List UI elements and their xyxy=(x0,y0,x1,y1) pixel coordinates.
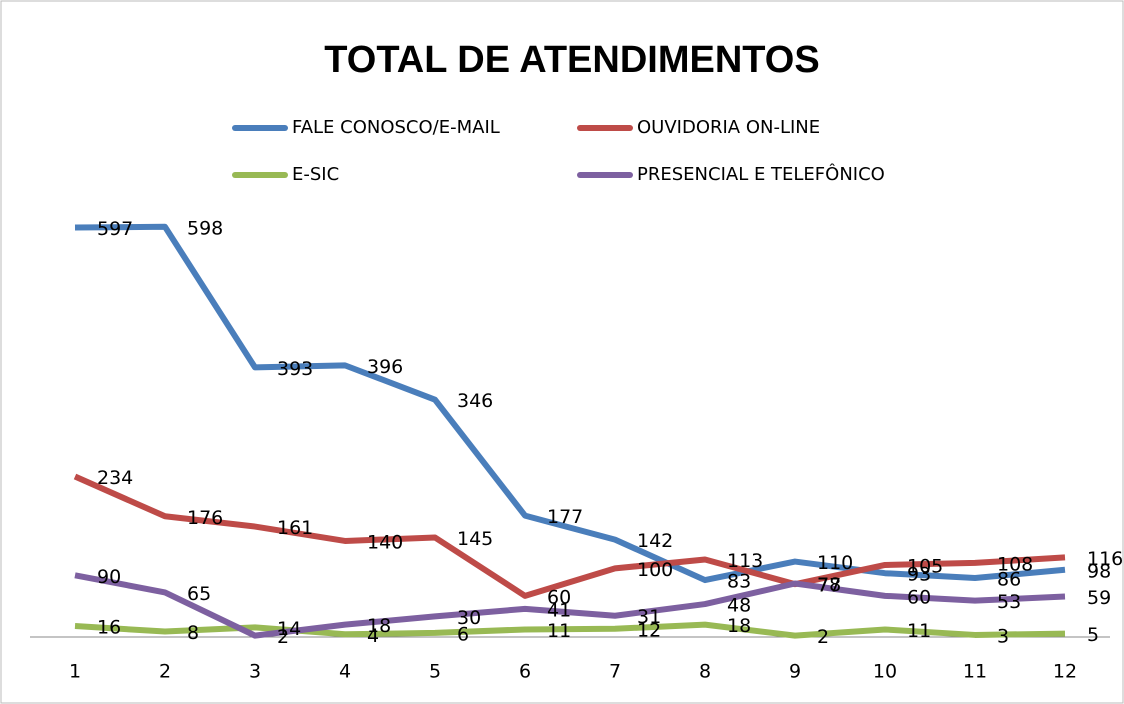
x-tick-label: 4 xyxy=(339,661,351,683)
data-label: 396 xyxy=(367,356,403,378)
data-label: 113 xyxy=(727,550,763,572)
data-label: 6 xyxy=(457,623,469,645)
data-label: 90 xyxy=(97,566,121,588)
x-tick-label: 5 xyxy=(429,661,441,683)
x-tick-label: 12 xyxy=(1053,661,1077,683)
data-label: 53 xyxy=(997,591,1021,613)
legend-label: PRESENCIAL E TELEFÔNICO xyxy=(637,163,885,185)
data-label: 31 xyxy=(637,606,661,628)
data-label: 60 xyxy=(907,586,931,608)
x-tick-label: 7 xyxy=(609,661,621,683)
data-label: 77 xyxy=(817,575,841,597)
data-label: 59 xyxy=(1087,587,1111,609)
data-label: 60 xyxy=(547,586,571,608)
data-label: 86 xyxy=(997,569,1021,591)
x-tick-label: 1 xyxy=(69,661,81,683)
data-label: 3 xyxy=(997,625,1009,647)
data-label: 2 xyxy=(277,626,289,648)
data-label: 65 xyxy=(187,583,211,605)
data-label: 234 xyxy=(97,467,133,489)
data-label: 12 xyxy=(637,619,661,641)
data-label: 142 xyxy=(637,530,673,552)
data-label: 100 xyxy=(637,559,673,581)
data-label: 30 xyxy=(457,607,481,629)
x-tick-label: 11 xyxy=(963,661,987,683)
data-label: 140 xyxy=(367,531,403,553)
legend-label: OUVIDORIA ON-LINE xyxy=(637,117,820,138)
data-label: 11 xyxy=(907,620,931,642)
data-label: 18 xyxy=(367,615,391,637)
x-tick-label: 9 xyxy=(789,661,801,683)
x-tick-label: 10 xyxy=(873,661,897,683)
data-label: 116 xyxy=(1087,548,1123,570)
series-line xyxy=(74,572,1066,639)
data-label: 346 xyxy=(457,390,493,412)
x-tick-label: 6 xyxy=(519,661,531,683)
data-label: 8 xyxy=(187,622,199,644)
data-label: 5 xyxy=(1087,624,1099,646)
data-label: 14 xyxy=(277,618,301,640)
legend-label: E-SIC xyxy=(292,164,339,185)
data-label: 597 xyxy=(97,218,133,240)
data-label: 11 xyxy=(547,620,571,642)
data-label: 16 xyxy=(97,617,121,639)
data-label: 18 xyxy=(727,615,751,637)
data-label: 78 xyxy=(817,574,841,596)
data-label: 48 xyxy=(727,595,751,617)
data-label: 161 xyxy=(277,517,313,539)
legend-label: FALE CONOSCO/E-MAIL xyxy=(292,117,500,138)
chart-title: TOTAL DE ATENDIMENTOS xyxy=(324,39,819,81)
data-label: 393 xyxy=(277,358,313,380)
x-tick-label: 8 xyxy=(699,661,711,683)
data-label: 176 xyxy=(187,507,223,529)
data-label: 41 xyxy=(547,599,571,621)
data-label: 105 xyxy=(907,555,943,577)
data-label: 4 xyxy=(367,625,379,647)
series-line xyxy=(74,223,1066,584)
data-label: 108 xyxy=(997,553,1033,575)
data-label: 598 xyxy=(187,217,223,239)
data-label: 110 xyxy=(817,552,853,574)
data-label: 98 xyxy=(1087,560,1111,582)
data-label: 93 xyxy=(907,564,931,586)
series-line xyxy=(73,473,1066,599)
data-label: 2 xyxy=(817,626,829,648)
data-label: 83 xyxy=(727,571,751,593)
data-label: 177 xyxy=(547,506,583,528)
x-tick-label: 2 xyxy=(159,661,171,683)
data-label: 145 xyxy=(457,528,493,550)
x-tick-label: 3 xyxy=(249,661,261,683)
